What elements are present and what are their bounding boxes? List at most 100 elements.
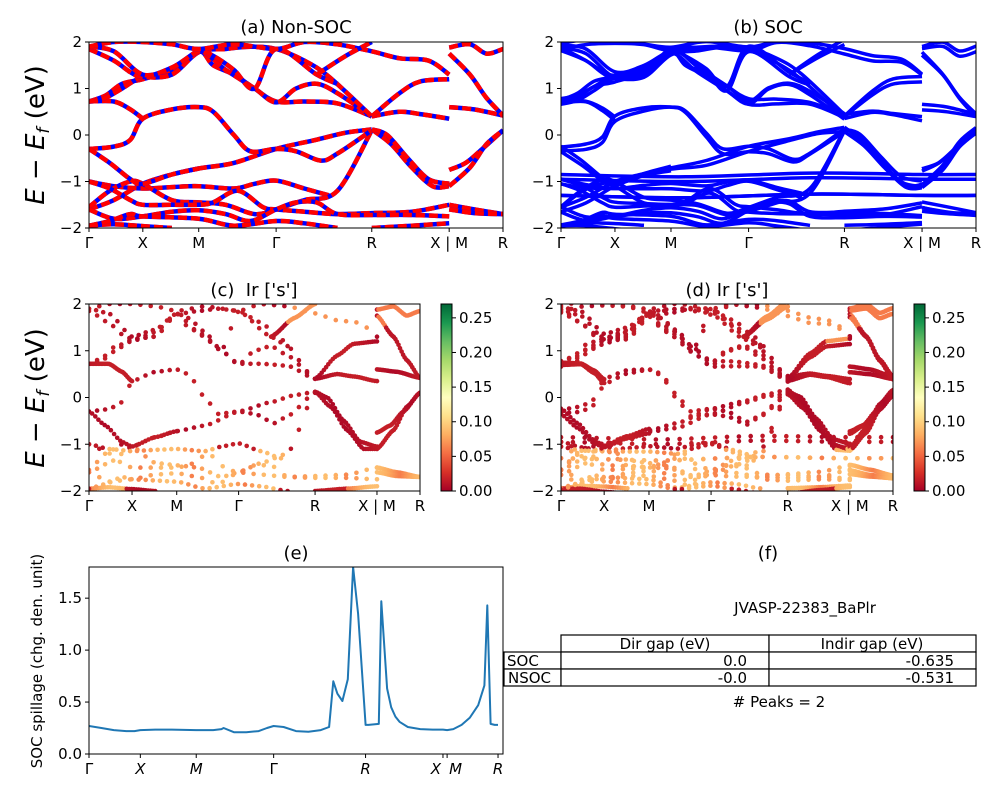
projection-point	[748, 438, 753, 444]
gap-table: Dir gap (eV) Indir gap (eV) SOC 0.0 -0.6…	[503, 634, 977, 687]
projection-point	[207, 339, 213, 345]
projection-point	[677, 436, 682, 442]
projection-point	[117, 459, 123, 465]
projection-point	[722, 485, 727, 491]
projection-point	[816, 316, 822, 322]
projection-point	[175, 463, 181, 468]
projection-point	[736, 415, 742, 421]
projection-point	[561, 444, 564, 449]
projection-point	[620, 449, 626, 454]
projection-point	[183, 322, 189, 328]
projection-point	[637, 481, 642, 486]
projection-point	[179, 308, 184, 313]
projection-point	[629, 322, 635, 328]
projection-point	[183, 371, 189, 376]
projection-point	[228, 482, 234, 488]
projection-point	[761, 353, 766, 358]
projection-point	[637, 319, 642, 325]
projection-point	[672, 329, 678, 335]
projection-point	[249, 483, 255, 488]
projection-point	[647, 367, 653, 373]
projection-point	[878, 456, 884, 461]
projection-point	[765, 307, 770, 312]
projection-point	[256, 483, 262, 489]
projection-point	[629, 436, 635, 442]
projection-point	[608, 479, 614, 485]
projection-point	[658, 483, 663, 489]
projection-point	[210, 480, 215, 485]
projection-point	[256, 347, 261, 353]
projection-point	[668, 451, 674, 456]
projection-point	[97, 446, 102, 452]
projection-point	[566, 463, 572, 469]
projection-point	[761, 394, 766, 400]
projection-point	[782, 304, 787, 306]
projection-point	[744, 304, 749, 309]
projection-point	[256, 413, 261, 418]
projection-point	[665, 485, 670, 491]
projection-point	[583, 402, 588, 407]
projection-point	[720, 413, 726, 419]
table-nsoc-indir-gap: -0.531	[906, 669, 954, 687]
projection-point	[110, 323, 116, 329]
band-line	[921, 108, 976, 119]
projection-point	[561, 413, 567, 419]
projection-point	[665, 441, 670, 447]
projection-point	[634, 449, 639, 454]
projection-point	[686, 485, 692, 491]
projection-point	[272, 455, 278, 461]
panel-d-scatter	[561, 304, 893, 496]
projection-point	[203, 448, 208, 454]
projection-point	[215, 411, 221, 417]
projection-point	[816, 477, 822, 482]
projection-point	[417, 474, 420, 480]
projection-point	[135, 377, 140, 382]
projection-point	[831, 439, 836, 445]
projection-point	[313, 311, 318, 316]
projection-point	[715, 315, 720, 320]
projection-point	[629, 457, 635, 463]
ytick-label: 2	[72, 295, 82, 313]
projection-point	[890, 311, 893, 317]
projection-point	[129, 378, 135, 384]
projection-point	[364, 476, 370, 482]
colorbar-tick-label: 0.05	[932, 447, 965, 465]
xtick-label: X	[610, 234, 620, 252]
projection-point	[761, 365, 766, 370]
projection-point	[795, 438, 801, 444]
projection-point	[619, 490, 621, 491]
projection-point	[158, 305, 164, 310]
projection-point	[688, 474, 693, 480]
projection-point	[790, 491, 795, 496]
projection-point	[591, 343, 596, 348]
projection-point	[157, 478, 163, 484]
projection-point	[757, 345, 763, 350]
projection-point	[769, 429, 774, 434]
projection-point	[696, 416, 701, 422]
projection-point	[102, 356, 108, 361]
projection-point	[313, 475, 318, 481]
xtick-label: R	[493, 760, 503, 778]
projection-point	[591, 402, 596, 408]
projection-point	[261, 463, 267, 468]
projection-point	[574, 452, 580, 458]
projection-point	[806, 473, 811, 479]
projection-point	[796, 317, 801, 322]
projection-point	[207, 421, 213, 427]
projection-point	[805, 407, 810, 412]
projection-point	[651, 469, 657, 474]
panel-a-bands	[89, 42, 503, 228]
projection-point	[565, 441, 571, 446]
projection-point	[574, 459, 580, 464]
projection-point	[819, 455, 825, 461]
projection-point	[720, 364, 726, 369]
projection-point	[785, 478, 791, 484]
projection-point	[119, 451, 124, 457]
projection-point	[199, 466, 205, 472]
projection-point	[199, 392, 205, 397]
projection-point	[672, 390, 677, 396]
projection-point	[753, 450, 758, 455]
projection-point	[758, 491, 763, 496]
